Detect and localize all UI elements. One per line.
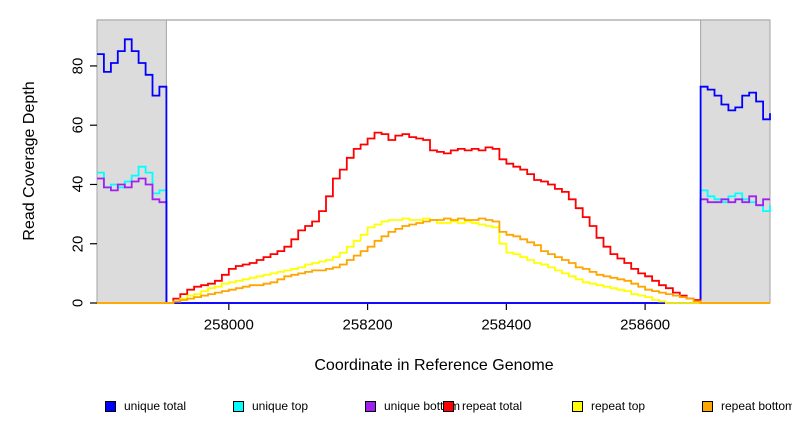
x-tick-label: 258000 [203,316,254,334]
x-tick-label: 258400 [481,316,532,334]
legend-swatch-unique-top [233,400,244,412]
y-tick-label: 20 [69,235,87,253]
shaded-region [96,19,167,304]
legend-item-unique-bottom: unique bottom [365,399,460,413]
y-tick-label: 0 [69,298,87,308]
y-tick-label: 60 [69,116,87,134]
y-tick-label: 80 [69,57,87,75]
legend-item-repeat-bottom: repeat bottom [702,399,792,413]
legend-swatch-unique-bottom [365,400,376,412]
x-axis-title: Coordinate in Reference Genome [314,357,554,374]
legend-label: repeat top [591,399,646,413]
x-tick-label: 258200 [342,316,393,334]
legend-item-unique-total: unique total [105,399,186,413]
legend-item-repeat-total: repeat total [443,399,522,413]
legend-swatch-repeat-top [572,400,583,412]
y-axis-title: Read Coverage Depth [21,81,38,241]
series-unique-bottom-line [97,177,770,304]
series-repeat-total-line [97,131,770,304]
legend-label: unique bottom [384,399,461,413]
series-unique-total-line [97,38,771,304]
series-repeat-top-line [97,217,770,304]
legend-swatch-unique-total [105,400,116,412]
legend-label: repeat bottom [721,399,792,413]
series-repeat-bottom-line [97,217,770,304]
shaded-region [700,19,771,304]
legend-label: unique top [252,399,309,413]
legend-label: unique total [124,399,187,413]
legend-swatch-repeat-total [443,400,454,412]
y-tick-label: 40 [69,176,87,193]
legend-item-repeat-top: repeat top [572,399,645,413]
series-unique-top-line [97,165,771,304]
x-tick-label: 258600 [620,316,671,334]
legend-item-unique-top: unique top [233,399,308,413]
legend-swatch-repeat-bottom [702,400,713,412]
legend-label: repeat total [462,399,523,413]
